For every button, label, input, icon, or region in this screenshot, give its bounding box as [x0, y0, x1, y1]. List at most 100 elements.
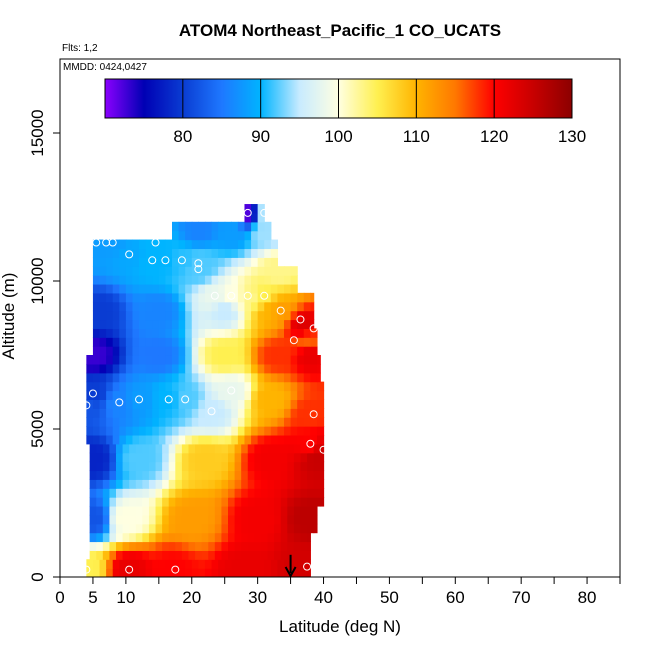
heatmap-cell [162, 497, 170, 507]
heatmap-cell [148, 488, 157, 498]
heatmap-cell [211, 301, 219, 312]
heatmap-cell [191, 372, 199, 383]
heatmap-cell [129, 532, 137, 543]
heatmap-cell [277, 283, 285, 294]
colorbar-tick-label: 130 [558, 127, 586, 146]
heatmap-cell [139, 292, 147, 303]
heatmap-cell [218, 257, 226, 267]
heatmap-cell [178, 266, 186, 276]
heatmap-cell [172, 266, 180, 276]
heatmap-cell [112, 559, 120, 569]
x-tick-label: 80 [578, 588, 597, 607]
heatmap-cell [313, 523, 318, 534]
heatmap-cell [185, 337, 193, 347]
heatmap-cell [204, 417, 213, 427]
heatmap-cell [241, 488, 249, 498]
heatmap-cell [191, 568, 199, 577]
heatmap-cell [260, 470, 269, 480]
heatmap-cell [284, 283, 292, 294]
heatmap-cell [260, 452, 269, 463]
heatmap-cell [92, 239, 101, 250]
heatmap-cell [106, 275, 114, 285]
heatmap-cell [218, 283, 226, 294]
heatmap-cell [290, 408, 298, 418]
heatmap-cell [284, 292, 292, 303]
heatmap-cell [214, 514, 223, 525]
heatmap-cell [172, 417, 180, 427]
heatmap-cell [116, 550, 124, 560]
heatmap-cell [112, 248, 120, 258]
heatmap-cell [185, 434, 193, 445]
heatmap-cell [152, 568, 160, 577]
heatmap-cell [116, 523, 124, 534]
heatmap-cell [231, 283, 239, 294]
heatmap-cell [119, 301, 127, 312]
heatmap-cell [204, 257, 213, 267]
heatmap-cell [165, 257, 173, 267]
heatmap-cell [320, 479, 325, 489]
heatmap-cell [297, 417, 305, 427]
heatmap-cell [165, 372, 173, 383]
heatmap-cell [92, 319, 101, 329]
heatmap-cell [125, 381, 134, 392]
heatmap-cell [172, 390, 180, 400]
heatmap-cell [139, 283, 147, 294]
heatmap-cell [241, 479, 249, 489]
heatmap-cell [307, 479, 315, 489]
heatmap-cell [119, 292, 127, 303]
heatmap-cell [148, 550, 157, 560]
heatmap-cell [129, 479, 137, 489]
heatmap-cell [231, 381, 239, 392]
x-tick-label: 30 [248, 588, 267, 607]
heatmap-cell [218, 310, 226, 321]
heatmap-cell [195, 488, 203, 498]
heatmap-cell [109, 523, 117, 534]
heatmap-cell [152, 239, 160, 250]
x-axis: 0 5 10 20 30 40 50 60 70 80 [55, 577, 621, 607]
heatmap-cell [168, 479, 176, 489]
heatmap-cell [218, 266, 226, 276]
heatmap-cell [231, 372, 239, 383]
heatmap-cell [264, 390, 272, 400]
heatmap-cell [198, 337, 206, 347]
heatmap-cell [181, 488, 190, 498]
heatmap-cell [218, 292, 226, 303]
heatmap-cell [175, 488, 183, 498]
heatmap-cell [119, 399, 127, 409]
heatmap-cell [280, 523, 288, 534]
heatmap-cell [244, 355, 252, 365]
heatmap-cell [96, 505, 104, 516]
arrow-head [284, 566, 297, 579]
sample-circle [125, 565, 134, 574]
heatmap-cell [116, 461, 124, 472]
heatmap-cell [254, 497, 262, 507]
heatmap-cell [244, 310, 252, 321]
heatmap-cell [211, 266, 219, 276]
heatmap-cell [178, 372, 186, 383]
heatmap-cell [270, 399, 279, 409]
dates-label: MMDD: 0424,0427 [63, 62, 147, 73]
heatmap-cell [247, 470, 255, 480]
heatmap-cell [168, 514, 176, 525]
heatmap-cell [106, 283, 114, 294]
sample-circle [181, 395, 190, 404]
heatmap-cell [119, 363, 127, 374]
heatmap-cell [244, 434, 252, 445]
heatmap-cell [112, 310, 120, 321]
heatmap-cell [125, 283, 134, 294]
heatmap-cell [310, 292, 315, 303]
heatmap-cell [310, 310, 315, 321]
heatmap-cell [247, 461, 255, 472]
heatmap-cell [204, 372, 213, 383]
heatmap-cell [257, 337, 265, 347]
heatmap-cell [284, 408, 292, 418]
heatmap-cell [247, 523, 255, 534]
heatmap-cell [92, 434, 101, 445]
heatmap-cell [142, 541, 150, 551]
heatmap-cell [152, 355, 160, 365]
heatmap-cell [122, 443, 130, 454]
heatmap-cell [290, 328, 298, 338]
heatmap-cell [234, 532, 242, 543]
heatmap-cell [307, 443, 315, 454]
heatmap-cell [145, 337, 153, 347]
